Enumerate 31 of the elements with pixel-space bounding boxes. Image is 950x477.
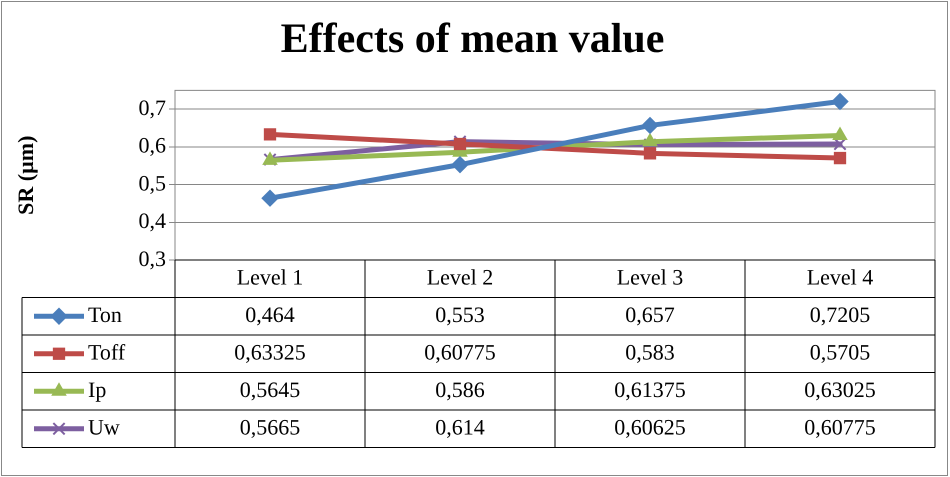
y-tick-label: 0,5: [138, 170, 166, 196]
legend-label: Ip: [88, 377, 106, 402]
data-label: 0,5645: [240, 377, 300, 402]
y-axis-title: SR (µm): [12, 136, 38, 215]
y-tick-label: 0,4: [138, 208, 166, 234]
x-tick-label: Level 4: [806, 264, 874, 290]
legend-label: Toff: [88, 340, 126, 365]
data-label: 0,60775: [804, 414, 876, 440]
y-tick-label: 0,3: [138, 246, 166, 271]
data-label: 0,7205: [810, 302, 870, 328]
data-label: 0,61375: [614, 377, 686, 402]
data-label: 0,657: [625, 302, 675, 328]
data-label: 0,553: [435, 302, 485, 328]
x-tick-label: Level 3: [616, 264, 684, 290]
y-tick-label: 0,7: [138, 95, 166, 120]
x-tick-label: Level 1: [236, 264, 304, 290]
legend-label: Ton: [88, 302, 122, 328]
data-label: 0,63025: [804, 377, 876, 402]
x-tick-label: Level 2: [426, 264, 494, 290]
data-label: 0,63325: [234, 340, 306, 365]
legend-label: Uw: [88, 414, 120, 440]
data-label: 0,586: [435, 377, 485, 402]
data-label: 0,583: [625, 340, 675, 365]
chart-title: Effects of mean value: [280, 16, 664, 62]
data-label: 0,60775: [424, 340, 496, 365]
data-label: 0,464: [245, 302, 295, 328]
y-tick-label: 0,6: [138, 132, 166, 158]
data-label: 0,614: [435, 414, 485, 440]
data-label: 0,5705: [810, 340, 870, 365]
data-label: 0,5665: [240, 414, 300, 440]
data-label: 0,60625: [614, 414, 686, 440]
